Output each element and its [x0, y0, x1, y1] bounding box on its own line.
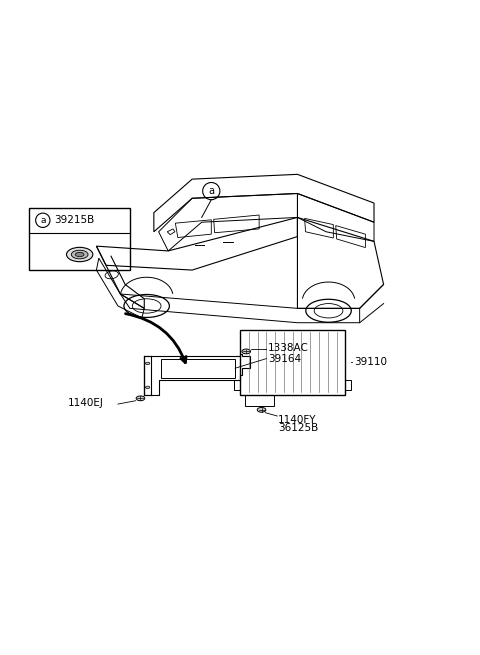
- Ellipse shape: [136, 396, 145, 401]
- Bar: [245, 394, 274, 407]
- Ellipse shape: [145, 362, 150, 365]
- Text: a: a: [40, 215, 46, 225]
- Text: a: a: [208, 186, 214, 196]
- Bar: [345, 380, 351, 390]
- Bar: [240, 330, 345, 394]
- Ellipse shape: [257, 407, 266, 412]
- Ellipse shape: [242, 349, 251, 354]
- Text: 1140EJ: 1140EJ: [68, 398, 104, 408]
- Ellipse shape: [67, 248, 93, 262]
- Text: 39215B: 39215B: [54, 215, 95, 225]
- Bar: [161, 358, 235, 378]
- Ellipse shape: [75, 252, 84, 257]
- Text: 1140FY: 1140FY: [278, 415, 317, 424]
- Text: 39110: 39110: [354, 357, 387, 367]
- Bar: [29, 208, 130, 270]
- Text: 1338AC: 1338AC: [268, 343, 309, 353]
- Text: 36125B: 36125B: [278, 423, 319, 433]
- Text: 39164: 39164: [268, 354, 301, 364]
- Ellipse shape: [72, 250, 88, 259]
- Ellipse shape: [145, 386, 150, 388]
- Bar: [234, 380, 240, 390]
